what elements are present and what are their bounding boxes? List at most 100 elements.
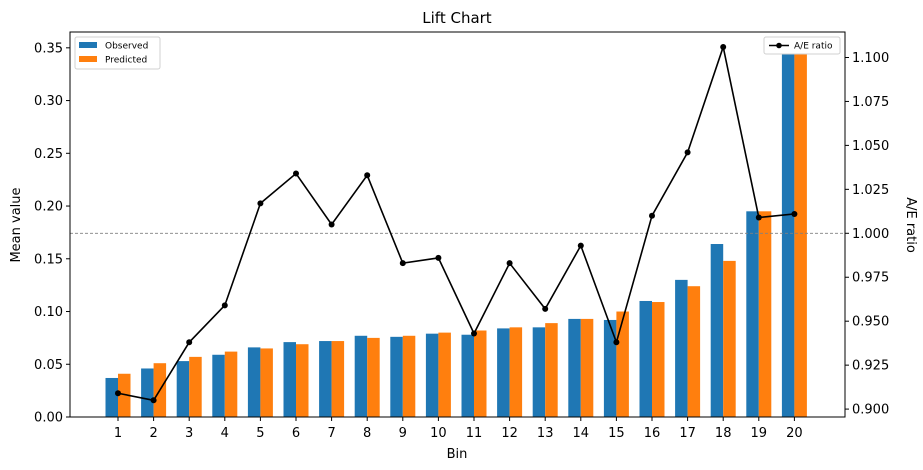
plot-frame <box>69 31 846 418</box>
y-tick-label-0.05: 0.05 <box>34 358 63 373</box>
y2-tick-label-0.975: 0.975 <box>852 271 889 286</box>
observed-bar-16 <box>639 300 652 417</box>
ratio-point-9 <box>399 260 406 267</box>
x-tick-label-5: 5 <box>256 426 264 441</box>
ratio-point-14 <box>577 242 584 249</box>
predicted-bar-5 <box>260 348 273 417</box>
observed-bar-2 <box>141 368 154 417</box>
predicted-bar-4 <box>224 351 238 417</box>
y-tick-label-0.25: 0.25 <box>34 147 63 162</box>
observed-bar-10 <box>425 333 439 417</box>
observed-bar-3 <box>176 361 190 417</box>
predicted-bar-20 <box>794 50 807 418</box>
y2-axis-label: A/E ratio <box>903 197 918 253</box>
ratio-point-19 <box>755 214 762 221</box>
observed-bar-4 <box>212 354 225 417</box>
x-tick-label-10: 10 <box>430 426 447 441</box>
predicted-bar-6 <box>296 344 309 417</box>
chart-title: Lift Chart <box>422 9 492 27</box>
predicted-bar-18 <box>723 260 736 417</box>
ratio-point-20 <box>791 210 798 217</box>
observed-bar-5 <box>247 347 261 417</box>
ratio-point-11 <box>471 330 477 337</box>
ratio-point-3 <box>186 339 193 346</box>
y-tick-label-0.10: 0.10 <box>34 305 63 320</box>
predicted-bar-8 <box>367 337 380 417</box>
legend-label-observed: Observed <box>105 42 148 52</box>
x-tick-label-8: 8 <box>363 426 371 441</box>
x-tick-label-9: 9 <box>399 426 407 441</box>
legend-label-predicted: Predicted <box>105 56 147 66</box>
legend-bars: Observed Predicted <box>74 36 161 70</box>
x-tick-label-12: 12 <box>501 426 518 441</box>
observed-bar-9 <box>390 336 403 417</box>
x-tick-label-4: 4 <box>221 426 229 441</box>
x-tick-label-16: 16 <box>644 426 661 441</box>
x-tick-label-20: 20 <box>786 426 803 441</box>
ratio-point-4 <box>221 302 228 309</box>
ratio-line <box>117 43 795 402</box>
observed-bar-19 <box>746 211 759 417</box>
ratio-point-17 <box>684 149 691 156</box>
x-tick-label-15: 15 <box>608 426 625 441</box>
ratio-point-13 <box>542 305 549 312</box>
y2-tick-label-1.025: 1.025 <box>852 183 889 198</box>
bars-layer <box>105 50 807 418</box>
y-tick-label-0.20: 0.20 <box>34 200 63 215</box>
predicted-bar-9 <box>402 335 416 417</box>
legend-marker-ratio <box>776 42 782 49</box>
predicted-bar-3 <box>189 356 202 417</box>
ratio-point-15 <box>613 339 620 346</box>
predicted-bar-19 <box>758 211 772 417</box>
ratio-point-6 <box>293 170 299 177</box>
x-tick-label-2: 2 <box>149 426 157 441</box>
predicted-bar-15 <box>616 311 629 417</box>
y-axis-label: Mean value <box>9 187 24 262</box>
observed-bar-20 <box>781 50 795 418</box>
y-tick-label-0.15: 0.15 <box>34 252 63 267</box>
x-tick-label-17: 17 <box>679 426 696 441</box>
observed-bar-15 <box>603 319 617 417</box>
predicted-bar-1 <box>118 373 131 417</box>
observed-bar-14 <box>568 318 581 417</box>
x-tick-label-18: 18 <box>715 426 732 441</box>
observed-bar-6 <box>283 342 296 417</box>
legend-ratio: A/E ratio <box>763 36 841 55</box>
y2-tick-label-1.075: 1.075 <box>852 95 889 110</box>
ratio-point-8 <box>364 172 371 179</box>
observed-bar-8 <box>354 335 368 417</box>
y2-tick-label-1.100: 1.100 <box>852 51 889 66</box>
legend-swatch-predicted <box>79 56 97 62</box>
x-tick-label-14: 14 <box>573 426 590 441</box>
y-axis: 0.00 0.05 0.10 0.15 0.20 0.25 0.30 0.35 <box>34 41 70 426</box>
x-tick-label-19: 19 <box>751 426 768 441</box>
observed-bar-11 <box>461 334 474 417</box>
ratio-point-1 <box>115 390 121 397</box>
observed-bar-18 <box>710 244 724 417</box>
observed-bar-17 <box>675 279 688 417</box>
x-tick-label-3: 3 <box>185 426 193 441</box>
predicted-bar-13 <box>545 323 558 417</box>
predicted-bar-16 <box>652 302 665 417</box>
predicted-bar-17 <box>687 286 701 417</box>
predicted-bar-11 <box>474 330 487 417</box>
x-axis: 1 2 3 4 5 6 7 8 9 10 11 12 13 14 15 16 17 18 19 20 <box>114 417 803 441</box>
ratio-point-5 <box>257 200 264 207</box>
y-tick-label-0.00: 0.00 <box>34 411 63 426</box>
x-tick-label-6: 6 <box>292 426 300 441</box>
y2-tick-label-1.050: 1.050 <box>852 139 889 154</box>
predicted-bar-10 <box>438 332 451 417</box>
ratio-point-18 <box>720 43 727 50</box>
y2-tick-label-0.900: 0.900 <box>852 403 889 418</box>
predicted-bar-7 <box>331 341 345 417</box>
x-axis-label: Bin <box>447 447 468 462</box>
observed-bar-13 <box>532 327 546 417</box>
predicted-bar-14 <box>580 318 594 417</box>
legend-label-ratio: A/E ratio <box>794 42 833 52</box>
observed-bar-1 <box>105 377 118 417</box>
ratio-point-7 <box>328 221 335 228</box>
y2-tick-label-0.950: 0.950 <box>852 315 889 330</box>
x-tick-label-1: 1 <box>114 426 122 441</box>
y-tick-label-0.35: 0.35 <box>34 41 63 56</box>
